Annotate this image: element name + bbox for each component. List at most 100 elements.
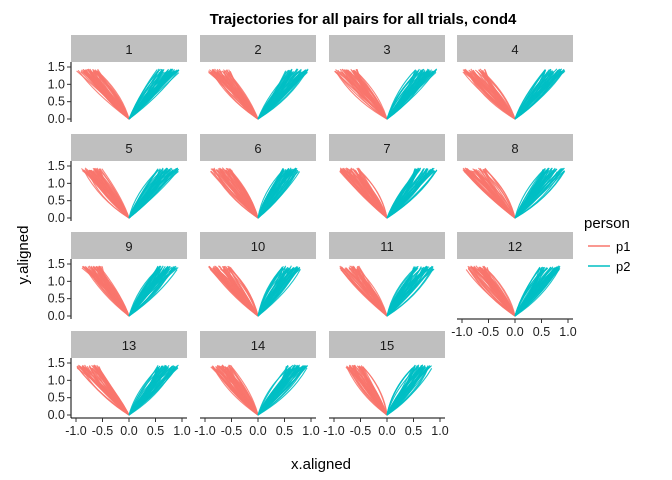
p2-trajectory <box>386 170 436 219</box>
p2-trajectory <box>128 366 168 416</box>
p2-trajectory <box>386 167 435 219</box>
p2-trajectory <box>514 170 566 219</box>
p1-trajectory <box>226 69 259 120</box>
p1-trajectory <box>339 170 388 219</box>
p2-trajectory <box>257 69 306 120</box>
p2-trajectory <box>257 367 308 416</box>
facet-panel: 9 0.0 0.5 1.0 1.5 <box>48 232 187 323</box>
facet-panel: 11 <box>329 232 445 317</box>
facet-strip <box>200 232 316 259</box>
y-tick-label: 1.5 <box>48 159 65 173</box>
x-tick-label: -0.5 <box>221 424 243 438</box>
y-tick-label: 0.5 <box>48 194 65 208</box>
x-tick-label: 0.0 <box>120 424 137 438</box>
x-tick-label: -0.5 <box>92 424 114 438</box>
facet-panel: 15 -1.0 -0.5 0.0 0.5 1.0 <box>323 331 449 438</box>
facet-strip <box>329 134 445 161</box>
facet-strip <box>329 35 445 62</box>
trajectory-lines <box>345 364 433 416</box>
facet-strip-label: 6 <box>254 141 261 156</box>
p1-trajectory <box>353 170 388 219</box>
p1-trajectory <box>94 71 130 120</box>
trajectory-lines <box>81 265 179 317</box>
p1-trajectory <box>484 168 516 219</box>
p1-trajectory <box>211 366 259 416</box>
p1-trajectory <box>94 169 130 219</box>
facet-panel: 1 0.0 0.5 1.0 1.5 <box>48 35 187 126</box>
p2-trajectory <box>128 368 177 416</box>
p1-trajectory <box>215 169 259 219</box>
x-tick-label: -0.5 <box>350 424 372 438</box>
p2-trajectory <box>257 269 292 317</box>
facet-strip-label: 7 <box>383 141 390 156</box>
p2-trajectory <box>386 70 418 120</box>
facet-panel: 6 <box>200 134 316 219</box>
facet-strip <box>329 232 445 259</box>
facet-panel: 4 <box>457 35 573 120</box>
facet-strip-label: 4 <box>511 42 518 57</box>
p2-trajectory <box>386 71 426 120</box>
p1-trajectory <box>357 268 388 317</box>
x-tick-label: 1.0 <box>302 424 319 438</box>
p1-trajectory <box>358 170 388 219</box>
y-tick-label: 1.5 <box>48 356 65 370</box>
facet-panel: 14 -1.0 -0.5 0.0 0.5 1.0 <box>194 331 320 438</box>
p1-trajectory <box>83 170 130 219</box>
facet-strip-label: 9 <box>125 239 132 254</box>
y-tick-label: 1.5 <box>48 257 65 271</box>
x-tick-label: -1.0 <box>451 325 473 339</box>
x-tick-label: -1.0 <box>323 424 345 438</box>
p2-trajectory <box>128 168 171 219</box>
p1-trajectory <box>229 169 259 219</box>
x-tick-label: 0.0 <box>249 424 266 438</box>
y-tick-label: 1.0 <box>48 77 65 91</box>
facet-strip <box>200 331 316 358</box>
facet-strip <box>200 35 316 62</box>
x-tick-label: 1.0 <box>173 424 190 438</box>
chart-title: Trajectories for all pairs for all trial… <box>210 11 517 28</box>
facet-panel: 3 <box>329 35 445 120</box>
x-tick-label: 0.5 <box>276 424 293 438</box>
facet-panel: 5 0.0 0.5 1.0 1.5 <box>48 134 187 225</box>
trajectory-lines <box>76 68 180 120</box>
p2-trajectory <box>257 168 284 219</box>
facet-strip <box>71 232 187 259</box>
p1-trajectory <box>475 265 516 317</box>
p2-trajectory <box>386 366 424 416</box>
facet-strip <box>457 35 573 62</box>
facet-strip <box>200 134 316 161</box>
p2-trajectory <box>128 170 174 219</box>
p1-trajectory <box>222 69 259 120</box>
p2-trajectory <box>514 70 546 120</box>
trajectory-lines <box>462 167 566 219</box>
y-tick-label: 0.0 <box>48 112 65 126</box>
facet-strip <box>71 134 187 161</box>
facet-panel: 7 <box>329 134 445 219</box>
p2-trajectory <box>128 71 172 120</box>
p1-trajectory <box>81 69 130 120</box>
p1-trajectory <box>90 367 130 416</box>
x-tick-label: -0.5 <box>478 325 500 339</box>
x-tick-label: 0.5 <box>405 424 422 438</box>
p1-trajectory <box>472 170 516 219</box>
p1-trajectory <box>352 367 388 416</box>
p2-trajectory <box>514 70 546 120</box>
p2-trajectory <box>257 70 305 120</box>
p2-trajectory <box>514 267 541 317</box>
p1-trajectory <box>466 71 516 120</box>
trajectory-lines <box>208 265 301 317</box>
y-axis-title: y.aligned <box>15 226 32 285</box>
y-tick-label: 1.0 <box>48 176 65 190</box>
facet-strip <box>329 331 445 358</box>
p2-trajectory <box>386 169 428 219</box>
facet-strip <box>71 331 187 358</box>
p1-trajectory <box>340 169 388 219</box>
p1-trajectory <box>339 267 388 317</box>
p2-trajectory <box>257 69 293 120</box>
p1-trajectory <box>76 366 130 416</box>
p1-trajectory <box>90 267 130 317</box>
facet-strip-label: 10 <box>251 239 265 254</box>
p2-trajectory <box>257 169 291 219</box>
